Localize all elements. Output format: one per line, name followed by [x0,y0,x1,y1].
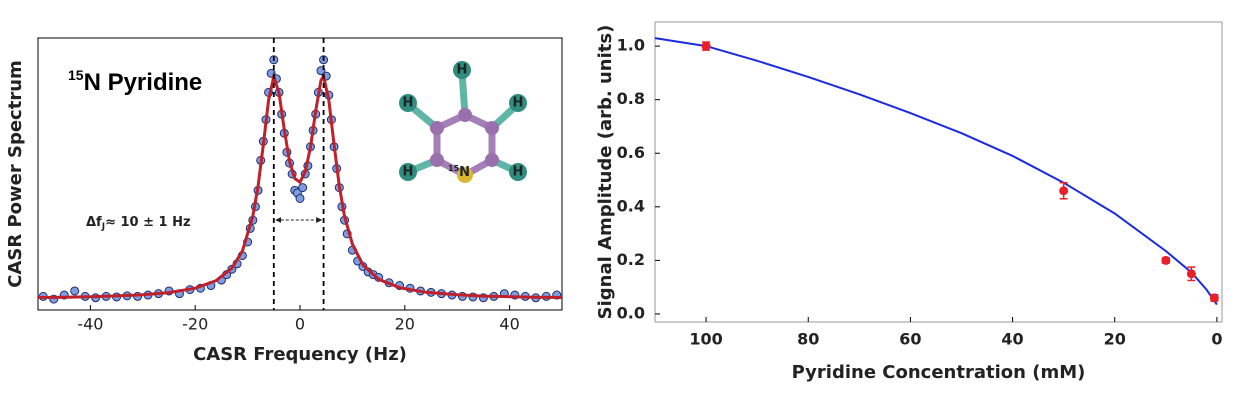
data-point [701,41,711,51]
x-axis-title: Pyridine Concentration (mM) [792,362,1086,383]
atom-h [453,61,471,79]
fit-line [654,37,1218,306]
annotation-delta: Δf [86,215,102,230]
x-tick-label: 40 [499,315,519,334]
bond [458,68,469,119]
data-point [1161,255,1171,265]
atom [485,121,499,135]
h-label: H [513,165,524,180]
y-axis-title: Signal Amplitude (arb. units) [595,25,616,320]
atom [430,121,444,135]
atom-h [399,163,417,181]
data-point [1209,293,1219,303]
atom [430,153,444,167]
x-tick-label: 0 [295,315,305,334]
title: N Pyridine [84,69,203,96]
y-tick-label: 0.2 [617,250,645,269]
x-tick-label: -20 [182,315,208,334]
plot-frame [654,21,1223,323]
y-tick-label: 0.4 [617,196,645,215]
x-tick-label: 80 [797,330,819,349]
annotation-text: ≈ 10 ± 1 Hz [105,215,190,230]
h-label: H [403,96,414,111]
molecule [399,61,527,183]
y-tick-label: 0.8 [617,89,645,108]
n-superscript: 15 [448,164,460,173]
atom [485,153,499,167]
title-superscript: 15 [68,67,84,83]
x-tick-label: -40 [77,315,103,334]
h-label: H [403,165,414,180]
y-axis-title: CASR Power Spectrum [5,60,26,288]
x-tick-label: 0 [1211,330,1222,349]
fit-line [37,70,563,299]
data-point [70,286,80,296]
panel-title: 15N Pyridine [68,67,202,97]
y-tick-label: 0.6 [617,143,645,162]
data-point [295,193,305,203]
annotation-subscript: J [101,222,105,232]
data-point [1059,186,1069,196]
atom [458,108,472,122]
atom-h [509,94,527,112]
x-tick-label: 20 [395,315,415,334]
x-axis-title: CASR Frequency (Hz) [193,344,407,365]
atom-h [399,94,417,112]
x-tick-label: 60 [899,330,921,349]
h-label: H [513,96,524,111]
atom-n [457,167,473,183]
x-tick-label: 100 [689,330,722,349]
n-symbol: N [459,165,470,180]
y-tick-label: 1.0 [617,36,645,55]
annotation: ΔfJ≈ 10 ± 1 Hz [86,215,191,232]
y-tick-label: 0.0 [617,303,645,322]
data-point [298,183,308,193]
data-point [1186,269,1196,279]
atom-h [509,163,527,181]
h-label: H [457,63,468,78]
x-tick-label: 40 [1001,330,1023,349]
n-label: 15N [448,164,470,180]
x-tick-label: 20 [1104,330,1126,349]
